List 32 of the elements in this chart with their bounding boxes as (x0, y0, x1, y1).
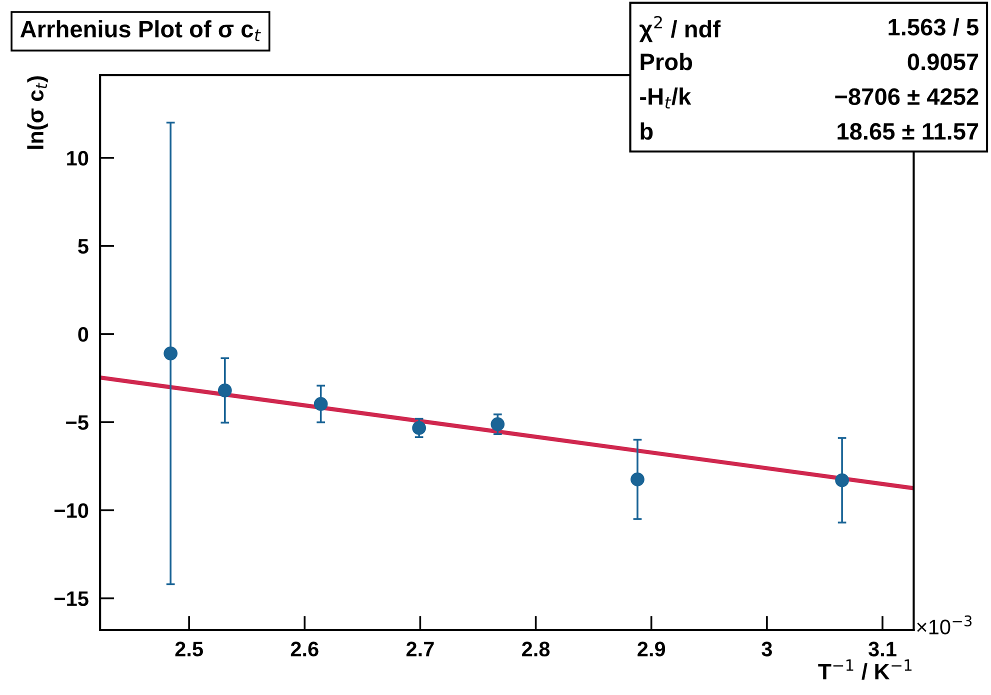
point (314, 397, 328, 411)
x-tick-label: 3 (762, 642, 772, 656)
annotation: b (640, 122, 653, 140)
point (412, 421, 426, 435)
y-tick-label: 0 (78, 327, 88, 342)
x-tick-label: 2.5 (175, 642, 203, 656)
x-tick-label: 2.6 (290, 642, 318, 656)
annotation: -H$_{t}$/k (640, 88, 692, 109)
x-axis-title: T$^{−1}$ / K$^{−1}$ (818, 659, 912, 680)
y-tick-label: 5 (78, 239, 88, 254)
y-tick-label: −5 (66, 415, 88, 430)
y-tick-label: 10 (67, 150, 88, 166)
x-tick-label: 2.8 (522, 642, 550, 656)
x-tick-label: 2.7 (406, 642, 434, 656)
point (164, 346, 178, 360)
text: ×10$^{−3}$ (917, 615, 972, 634)
text: Prob (640, 52, 692, 70)
text: 1.563 / 5 (888, 18, 978, 36)
annotation: −8706 ± 4252 (835, 88, 978, 106)
y-tick-label: −10 (54, 503, 88, 518)
x-tick-label: 3.1 (868, 642, 896, 656)
text: χ$^{2}$ / ndf (639, 16, 721, 42)
point (490, 417, 505, 432)
point (218, 383, 232, 398)
y-axis-title: ln(σ c$_{t}$) (27, 76, 48, 149)
x-tick-label: 2.9 (638, 642, 666, 656)
y-tick-label: −15 (54, 592, 88, 606)
point (630, 472, 644, 486)
text: 0.9057 (908, 54, 978, 70)
point (835, 473, 849, 488)
annotation: 18.65 ± 11.57 (838, 123, 978, 140)
chart-title: Arrhenius Plot of σ c$_{t}$ (20, 20, 261, 42)
